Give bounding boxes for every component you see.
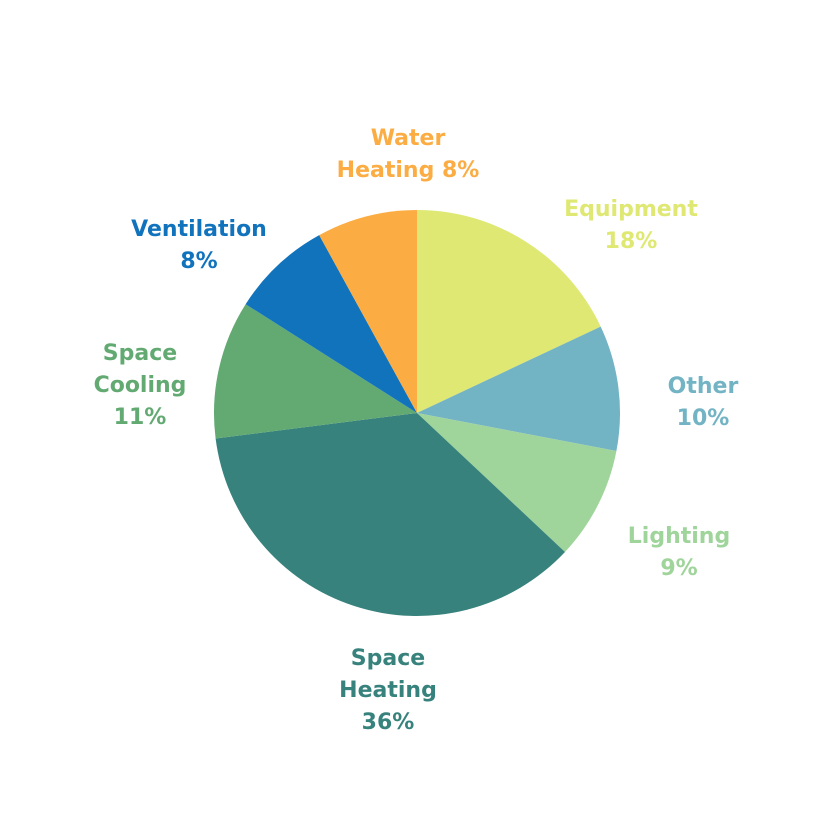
slice-label-line: 9% bbox=[660, 556, 697, 581]
pie-slice-space-cooling bbox=[213, 304, 417, 439]
slice-label-line: 8% bbox=[180, 249, 217, 274]
pie-slice-ventilation bbox=[245, 235, 417, 413]
slice-label-space-heating: Space Heating 36% bbox=[339, 646, 437, 735]
slice-label-line: Water bbox=[371, 126, 446, 151]
slice-label-line: Equipment bbox=[564, 197, 698, 222]
slice-label-line: Space bbox=[351, 646, 425, 671]
slice-label-equipment: Equipment 18% bbox=[564, 197, 698, 254]
pie-slice-other bbox=[417, 326, 620, 452]
pie-slice-water-heating bbox=[319, 210, 417, 413]
pie-slice-equipment bbox=[417, 210, 601, 413]
slice-label-ventilation: Ventilation 8% bbox=[131, 217, 267, 274]
slice-label-space-cooling: Space Cooling 11% bbox=[94, 341, 187, 430]
slice-label-line: 36% bbox=[362, 710, 415, 735]
pie-slice-space-heating bbox=[215, 413, 565, 616]
slice-label-line: 11% bbox=[114, 405, 167, 430]
slice-label-line: Lighting bbox=[628, 524, 730, 549]
slice-label-line: Space bbox=[103, 341, 177, 366]
slice-label-line: Other bbox=[668, 374, 739, 399]
slice-label-other: Other 10% bbox=[668, 374, 739, 431]
slice-label-line: Ventilation bbox=[131, 217, 267, 242]
slice-label-lighting: Lighting 9% bbox=[628, 524, 730, 581]
slices-layer bbox=[213, 210, 620, 616]
slice-label-line: Heating 8% bbox=[337, 158, 480, 183]
slice-label-line: 10% bbox=[677, 406, 730, 431]
slice-label-line: 18% bbox=[605, 229, 658, 254]
slice-label-line: Heating bbox=[339, 678, 437, 703]
slice-label-line: Cooling bbox=[94, 373, 187, 398]
pie-slice-lighting bbox=[417, 413, 617, 552]
slice-label-water-heating: Water Heating 8% bbox=[337, 126, 480, 183]
labels-layer: Equipment 18% Other 10% Lighting 9% Space Heati… bbox=[94, 126, 739, 735]
